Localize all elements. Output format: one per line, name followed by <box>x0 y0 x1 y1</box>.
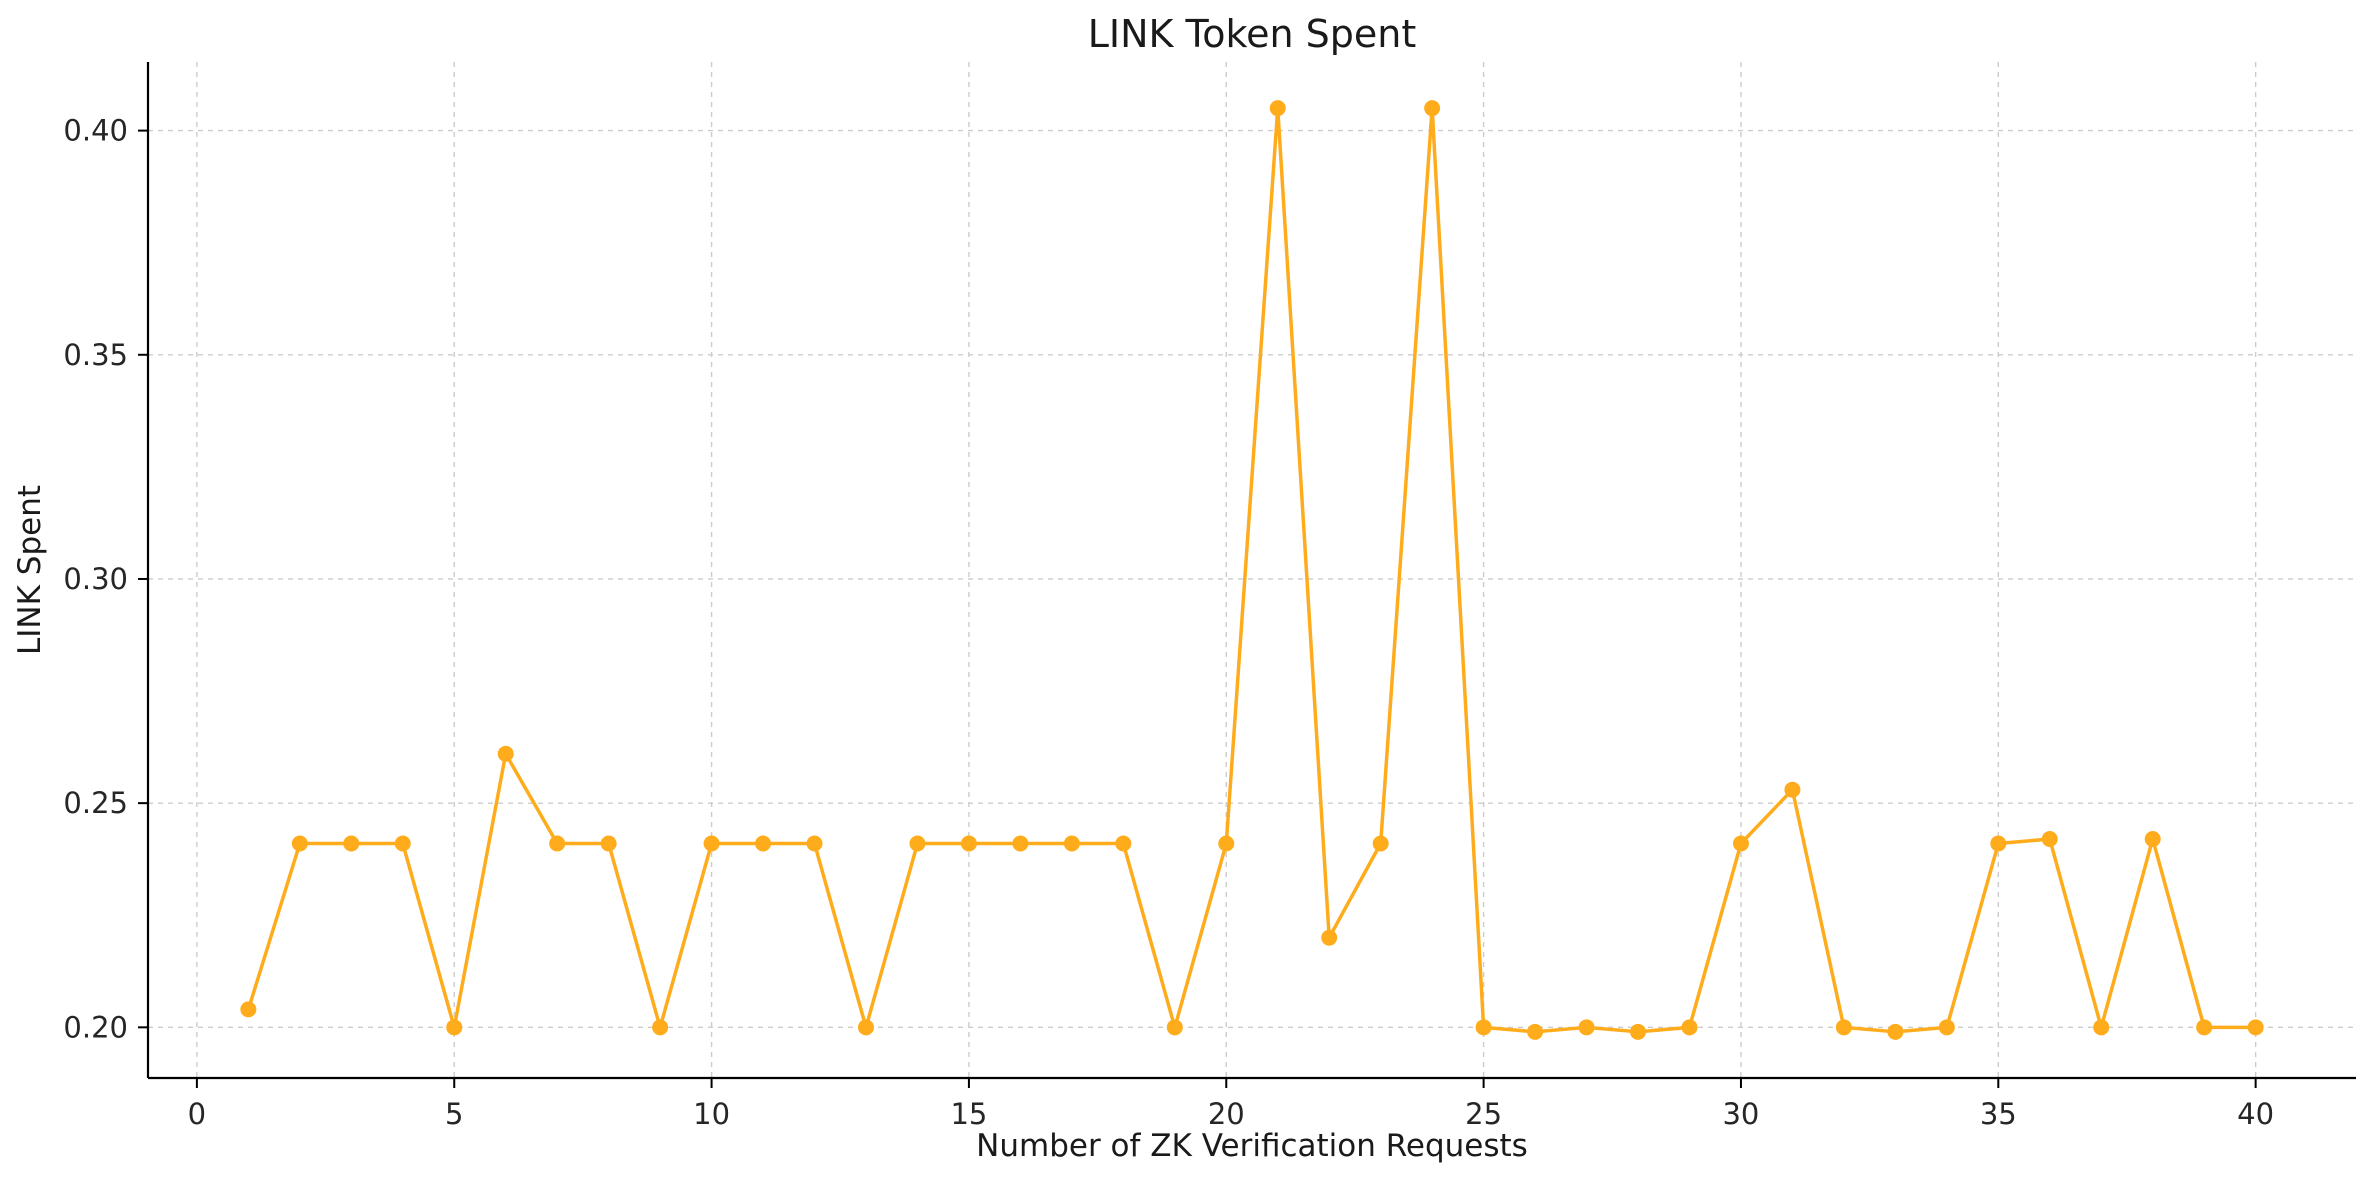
y-tick-label: 0.30 <box>63 562 128 596</box>
x-tick-label: 20 <box>1208 1097 1245 1131</box>
x-axis-label: Number of ZK Verification Requests <box>976 1128 1528 1164</box>
data-point <box>240 1001 257 1018</box>
data-point <box>343 835 360 852</box>
data-point <box>1424 100 1441 117</box>
data-point <box>960 835 977 852</box>
x-tick-label: 25 <box>1465 1097 1502 1131</box>
data-point <box>703 835 720 852</box>
data-point <box>549 835 566 852</box>
data-point <box>1938 1019 1955 1036</box>
data-point <box>1527 1023 1544 1040</box>
data-point <box>1063 835 1080 852</box>
data-point <box>652 1019 669 1036</box>
data-point <box>1732 835 1749 852</box>
y-tick-label: 0.20 <box>63 1010 128 1044</box>
x-tick-label: 35 <box>1980 1097 2017 1131</box>
data-point <box>1784 781 1801 798</box>
x-tick-label: 40 <box>2237 1097 2274 1131</box>
data-point <box>1578 1019 1595 1036</box>
data-point <box>2144 831 2161 848</box>
data-point <box>1990 835 2007 852</box>
data-point <box>1372 835 1389 852</box>
data-point <box>2247 1019 2264 1036</box>
data-point <box>1887 1023 1904 1040</box>
chart-title: LINK Token Spent <box>1087 12 1417 56</box>
data-point <box>909 835 926 852</box>
data-point <box>1218 835 1235 852</box>
y-tick-label: 0.25 <box>63 786 128 820</box>
x-tick-label: 30 <box>1722 1097 1759 1131</box>
x-tick-label: 15 <box>950 1097 987 1131</box>
y-tick-label: 0.35 <box>63 338 128 372</box>
data-point <box>857 1019 874 1036</box>
data-point <box>755 835 772 852</box>
data-point <box>600 835 617 852</box>
data-point <box>1166 1019 1183 1036</box>
data-line <box>246 106 2258 1034</box>
x-tick-label: 10 <box>693 1097 730 1131</box>
data-point <box>1269 100 1286 117</box>
data-point <box>2093 1019 2110 1036</box>
data-point <box>394 835 411 852</box>
data-point <box>2196 1019 2213 1036</box>
data-point <box>1012 835 1029 852</box>
x-tick-label: 5 <box>445 1097 463 1131</box>
data-point <box>446 1019 463 1036</box>
data-point <box>497 745 514 762</box>
data-point <box>1681 1019 1698 1036</box>
data-point <box>291 835 308 852</box>
y-tick-label: 0.40 <box>63 114 128 148</box>
data-point <box>806 835 823 852</box>
data-point <box>1115 835 1132 852</box>
data-point <box>1835 1019 1852 1036</box>
data-point <box>2041 831 2058 848</box>
data-point <box>1630 1023 1647 1040</box>
data-point <box>1321 929 1338 946</box>
x-tick-label: 0 <box>188 1097 206 1131</box>
data-point <box>1475 1019 1492 1036</box>
